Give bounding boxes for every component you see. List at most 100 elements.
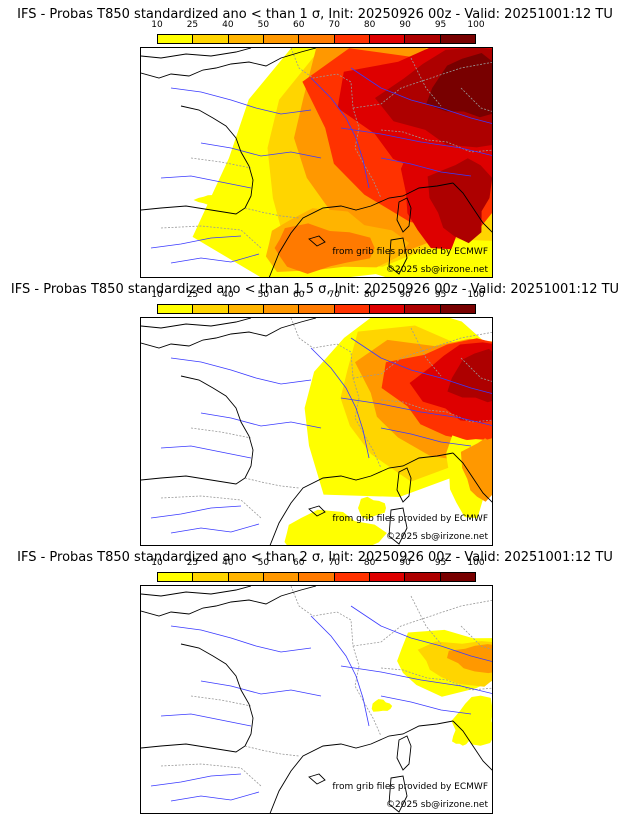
legend-swatch-80-90 <box>369 35 406 43</box>
probability-area <box>371 699 393 712</box>
coastline <box>180 105 254 209</box>
legend-color-bar <box>157 572 476 582</box>
legend-swatch-70-80 <box>334 305 370 313</box>
coastline <box>452 182 492 233</box>
coastline <box>141 475 246 485</box>
probability-shading <box>192 48 492 277</box>
admin-border <box>244 207 300 219</box>
legend-tick-60: 60 <box>293 20 305 30</box>
legend-tick-95: 95 <box>434 558 447 568</box>
probability-map: from grib files provided by ECMWF ©2025 … <box>140 47 493 278</box>
admin-border <box>244 477 300 489</box>
legend-tick-25: 25 <box>186 20 199 30</box>
river <box>350 67 492 124</box>
river <box>160 445 252 459</box>
river <box>200 142 322 159</box>
legend-tick-100: 100 <box>467 290 485 300</box>
legend-tick-25: 25 <box>186 558 199 568</box>
admin-border <box>190 157 252 169</box>
river <box>310 615 370 727</box>
probability-area <box>358 496 386 520</box>
legend-swatch-80-90 <box>369 305 406 313</box>
probability-area <box>426 53 492 118</box>
river <box>340 397 492 426</box>
river <box>170 625 312 653</box>
admin-border <box>190 695 252 707</box>
legend-swatch-95-100 <box>440 573 475 581</box>
legend-swatch-25-40 <box>193 573 229 581</box>
legend-tick-25: 25 <box>186 290 199 300</box>
river <box>170 357 312 385</box>
probability-area <box>460 438 492 502</box>
river <box>380 427 472 447</box>
probability-shading <box>284 318 492 545</box>
legend-swatch-10-25 <box>158 305 194 313</box>
coastline <box>141 318 317 349</box>
credit-copyright: ©2025 sb@irizone.net <box>386 265 488 275</box>
river <box>310 347 370 459</box>
river <box>160 713 252 727</box>
admin-border <box>460 357 492 382</box>
probability-shading <box>371 629 492 746</box>
probability-area <box>452 724 470 746</box>
legend-swatch-90-95 <box>405 35 441 43</box>
legend-swatch-60-70 <box>299 573 335 581</box>
probability-map: from grib files provided by ECMWF ©2025 … <box>140 317 493 546</box>
legend-tick-70: 70 <box>328 20 340 30</box>
legend-tick-40: 40 <box>222 558 234 568</box>
legend-tick-80: 80 <box>363 290 376 300</box>
legend-tick-50: 50 <box>257 558 270 568</box>
river <box>160 175 252 189</box>
admin-border <box>352 61 492 109</box>
probability-area <box>284 509 387 545</box>
sardinia-outline <box>388 775 408 813</box>
legend-swatch-90-95 <box>405 305 441 313</box>
legend-tick-50: 50 <box>257 20 270 30</box>
coastline <box>141 586 317 617</box>
river <box>310 77 370 189</box>
river <box>170 523 260 534</box>
legend-swatch-40-50 <box>228 573 264 581</box>
coastline <box>452 452 492 503</box>
map-canvas <box>141 586 492 813</box>
admin-border <box>244 745 300 757</box>
admin-border <box>160 495 262 519</box>
river <box>170 791 260 802</box>
river <box>200 412 322 429</box>
legend-tick-10: 10 <box>151 558 163 568</box>
legend-tick-95: 95 <box>434 290 447 300</box>
coastline <box>268 182 454 277</box>
coastline-layer <box>141 586 492 813</box>
legend-swatch-80-90 <box>369 573 406 581</box>
admin-border <box>410 327 442 377</box>
admin-border <box>190 427 252 439</box>
legend-swatch-10-25 <box>158 573 194 581</box>
panel-1: IFS - Probas T850 standardized ano < tha… <box>0 0 630 278</box>
river <box>380 157 472 177</box>
legend-tick-40: 40 <box>222 20 234 30</box>
probability-area <box>427 158 492 244</box>
credit-copyright: ©2025 sb@irizone.net <box>386 532 488 542</box>
panel-title: IFS - Probas T850 standardized ano < tha… <box>10 282 620 297</box>
legend-swatch-50-60 <box>263 573 300 581</box>
river <box>340 665 492 694</box>
coastline <box>269 452 454 545</box>
legend-tick-80: 80 <box>363 20 376 30</box>
legend-tick-70: 70 <box>328 558 340 568</box>
coastline-layer <box>141 48 492 277</box>
admin-border <box>410 595 442 645</box>
credit-source: from grib files provided by ECMWF <box>332 247 488 257</box>
rivers-layer <box>150 337 492 534</box>
river <box>380 695 472 715</box>
legend-tick-100: 100 <box>467 558 485 568</box>
panel-2: IFS - Probas T850 standardized ano < tha… <box>0 276 630 548</box>
mallorca-outline <box>308 773 326 785</box>
legend-swatch-25-40 <box>193 305 229 313</box>
mallorca-outline <box>308 235 326 247</box>
river <box>170 253 260 264</box>
mallorca-outline <box>308 505 326 517</box>
coastline <box>269 720 454 813</box>
legend-swatch-10-25 <box>158 35 194 43</box>
coastline <box>141 743 246 753</box>
probability-area <box>274 223 375 274</box>
